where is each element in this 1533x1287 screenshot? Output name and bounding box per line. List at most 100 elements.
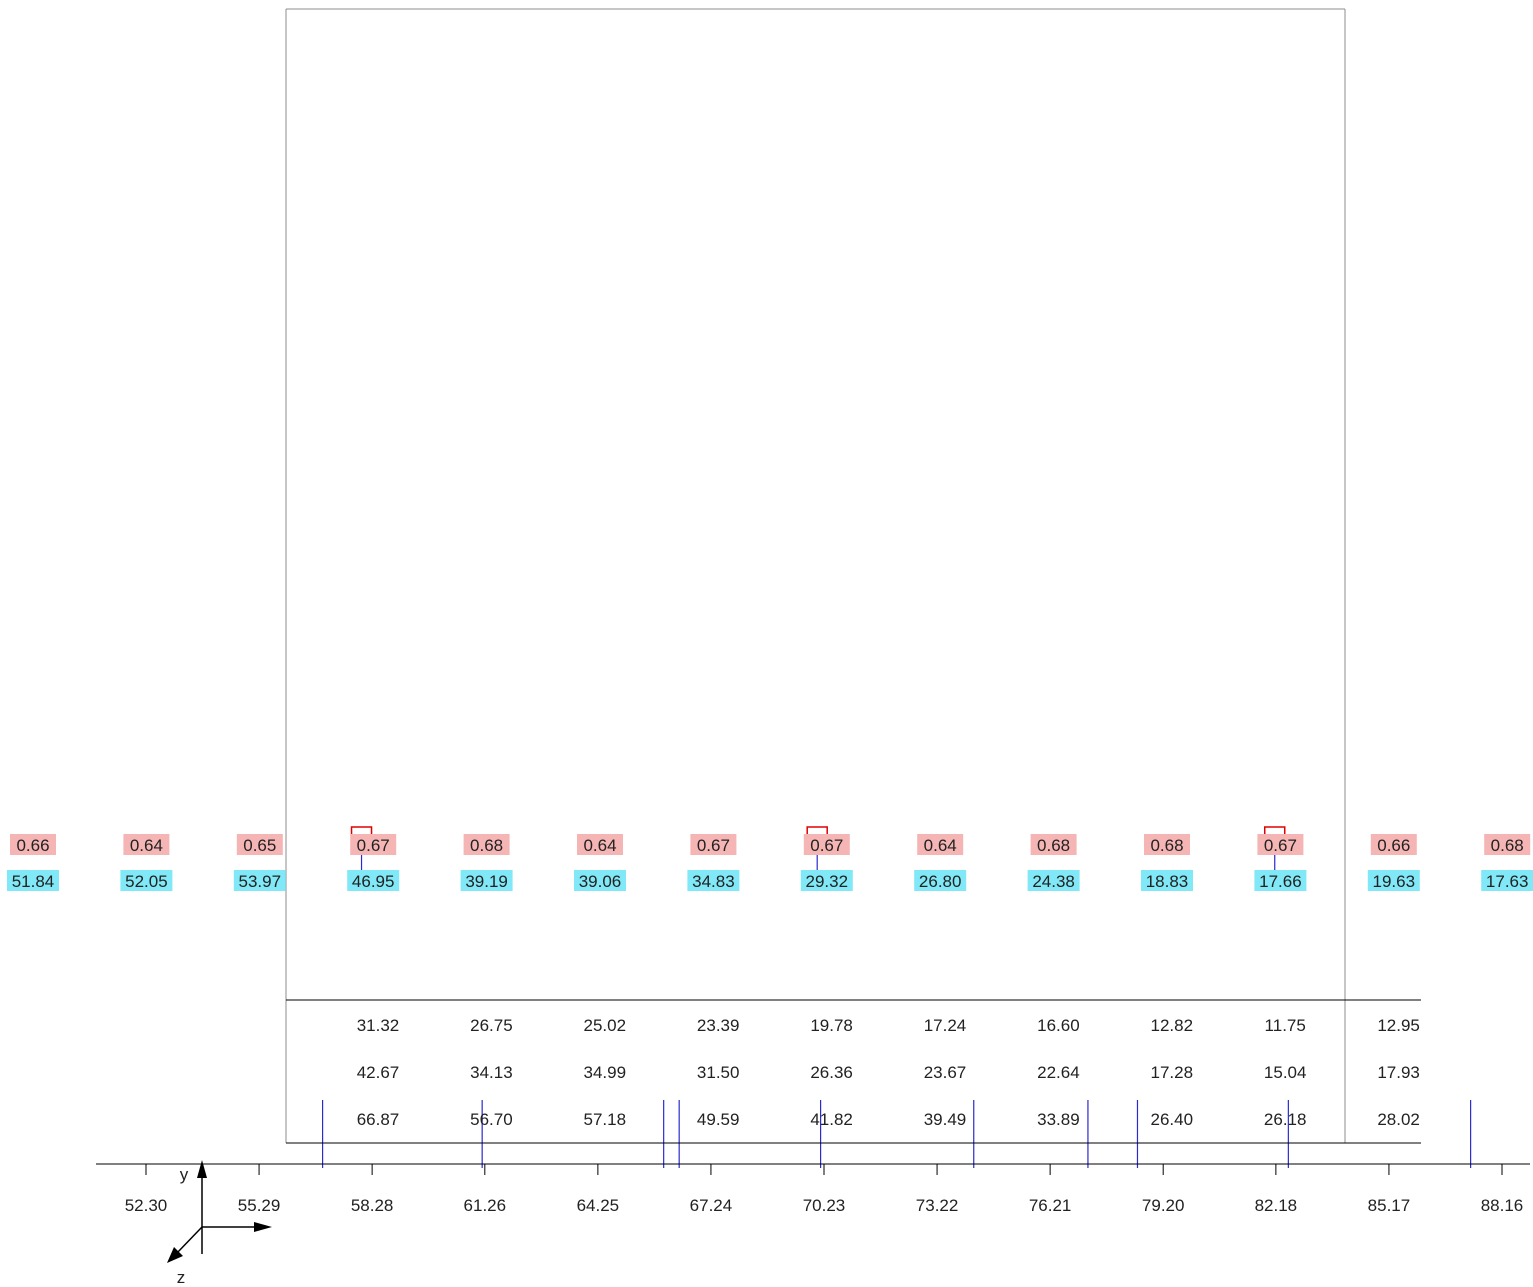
ratio-label: 0.66 bbox=[1377, 836, 1410, 855]
value-label: 29.32 bbox=[806, 872, 849, 891]
ratio-badge bbox=[236, 834, 283, 855]
table-cell: 41.82 bbox=[810, 1110, 853, 1129]
table-cell: 12.82 bbox=[1151, 1016, 1194, 1035]
ratio-badge bbox=[803, 834, 850, 855]
table-cell: 25.02 bbox=[584, 1016, 627, 1035]
value-badge bbox=[7, 870, 59, 891]
table-cell: 56.70 bbox=[470, 1110, 513, 1129]
value-badge bbox=[1367, 870, 1420, 891]
ratio-label: 0.67 bbox=[1264, 836, 1297, 855]
value-label: 19.63 bbox=[1373, 872, 1416, 891]
value-badge bbox=[347, 870, 400, 891]
label-column: 0.64 52.05 bbox=[120, 834, 173, 891]
table-cell: 26.75 bbox=[470, 1016, 513, 1035]
value-badge bbox=[800, 870, 853, 891]
ratio-badge bbox=[1370, 834, 1417, 855]
ratio-label: 0.64 bbox=[583, 836, 616, 855]
x-axis-tick-label: 79.20 bbox=[1142, 1196, 1185, 1215]
ratio-label: 0.64 bbox=[130, 836, 163, 855]
value-label: 46.95 bbox=[352, 872, 395, 891]
table-cell: 26.36 bbox=[810, 1063, 853, 1082]
value-label: 18.83 bbox=[1146, 872, 1189, 891]
table-cell: 17.24 bbox=[924, 1016, 967, 1035]
value-badge bbox=[1481, 870, 1533, 891]
value-label: 26.80 bbox=[919, 872, 962, 891]
label-column: 0.66 51.84 bbox=[7, 834, 59, 891]
table-cell: 23.67 bbox=[924, 1063, 967, 1082]
ratio-label: 0.67 bbox=[697, 836, 730, 855]
table-cell: 12.95 bbox=[1377, 1016, 1420, 1035]
x-axis-tick-label: 73.22 bbox=[916, 1196, 959, 1215]
ratio-badge bbox=[10, 834, 56, 855]
table-cell: 66.87 bbox=[357, 1110, 400, 1129]
y-axis-label: y bbox=[180, 1165, 189, 1184]
x-axis-tick-label: 64.25 bbox=[577, 1196, 620, 1215]
table-cell: 42.67 bbox=[357, 1063, 400, 1082]
ratio-badge bbox=[1030, 834, 1077, 855]
label-column: 0.67 46.95 bbox=[347, 834, 400, 891]
ratio-label: 0.68 bbox=[1150, 836, 1183, 855]
value-label: 53.97 bbox=[239, 872, 282, 891]
table-cell: 22.64 bbox=[1037, 1063, 1080, 1082]
ratio-label: 0.67 bbox=[810, 836, 843, 855]
table-cell: 57.18 bbox=[584, 1110, 627, 1129]
table-cell: 28.02 bbox=[1377, 1110, 1420, 1129]
table-cell: 31.50 bbox=[697, 1063, 740, 1082]
value-badge bbox=[574, 870, 626, 891]
ratio-badge bbox=[350, 834, 397, 855]
table-cell: 17.28 bbox=[1151, 1063, 1194, 1082]
value-label: 17.63 bbox=[1486, 872, 1529, 891]
table-cell: 34.13 bbox=[470, 1063, 513, 1082]
value-label: 39.19 bbox=[465, 872, 508, 891]
ratio-badge bbox=[1144, 834, 1190, 855]
table-cell: 49.59 bbox=[697, 1110, 740, 1129]
ratio-label: 0.68 bbox=[1491, 836, 1524, 855]
table-cell: 16.60 bbox=[1037, 1016, 1080, 1035]
x-axis-tick-label: 52.30 bbox=[125, 1196, 168, 1215]
value-badge bbox=[233, 870, 286, 891]
table-cell: 26.40 bbox=[1151, 1110, 1194, 1129]
label-column: 0.65 53.97 bbox=[233, 834, 286, 891]
value-label: 39.06 bbox=[579, 872, 622, 891]
x-axis-tick-label: 85.17 bbox=[1368, 1196, 1411, 1215]
value-label: 52.05 bbox=[125, 872, 168, 891]
ratio-badge bbox=[463, 834, 510, 855]
value-badge bbox=[1141, 870, 1193, 891]
table-cell: 39.49 bbox=[924, 1110, 967, 1129]
x-axis-tick-label: 55.29 bbox=[238, 1196, 281, 1215]
y-arrowhead-icon bbox=[197, 1160, 207, 1178]
ratio-label: 0.68 bbox=[1037, 836, 1070, 855]
value-badge bbox=[914, 870, 967, 891]
value-label: 51.84 bbox=[12, 872, 55, 891]
z-arrowhead-icon bbox=[167, 1247, 183, 1263]
x-axis-tick-label: 88.16 bbox=[1481, 1196, 1524, 1215]
label-column: 0.68 18.83 bbox=[1141, 834, 1193, 891]
ratio-badge bbox=[577, 834, 623, 855]
value-badge bbox=[1027, 870, 1080, 891]
ratio-label: 0.66 bbox=[16, 836, 49, 855]
ratio-badge bbox=[690, 834, 737, 855]
label-column: 0.68 24.38 bbox=[1027, 834, 1080, 891]
x-axis-tick-label: 67.24 bbox=[690, 1196, 733, 1215]
x-axis-tick-label: 70.23 bbox=[803, 1196, 846, 1215]
label-column: 0.67 34.83 bbox=[687, 834, 740, 891]
ratio-badge bbox=[123, 834, 170, 855]
table-cell: 11.75 bbox=[1265, 1016, 1306, 1035]
table-cell: 33.89 bbox=[1037, 1110, 1080, 1129]
table-cell: 17.93 bbox=[1377, 1063, 1420, 1082]
z-axis-label: z bbox=[177, 1268, 186, 1287]
table-cell: 19.78 bbox=[810, 1016, 853, 1035]
horizontal-arrowhead-icon bbox=[254, 1222, 272, 1232]
x-axis-tick-label: 61.26 bbox=[464, 1196, 507, 1215]
x-axis-tick-label: 58.28 bbox=[351, 1196, 394, 1215]
value-badge bbox=[1254, 870, 1307, 891]
table-cell: 26.18 bbox=[1264, 1110, 1307, 1129]
table-cell: 31.32 bbox=[357, 1016, 400, 1035]
x-axis-tick-label: 82.18 bbox=[1255, 1196, 1298, 1215]
value-badge bbox=[687, 870, 740, 891]
label-column: 0.68 17.63 bbox=[1481, 834, 1533, 891]
x-axis-tick-label: 76.21 bbox=[1029, 1196, 1072, 1215]
ratio-label: 0.68 bbox=[470, 836, 503, 855]
ratio-badge bbox=[917, 834, 964, 855]
